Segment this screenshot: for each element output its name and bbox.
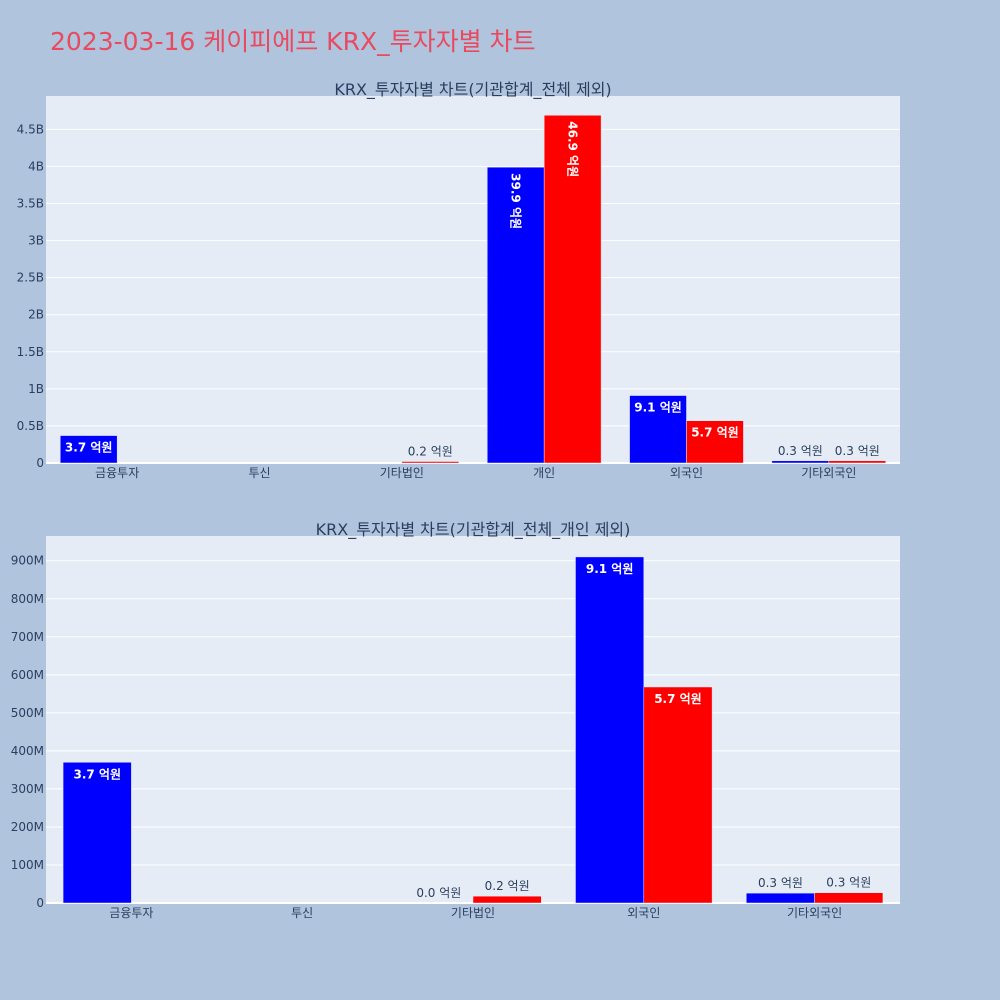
y-tick-label: 0 <box>36 456 44 470</box>
bar[interactable] <box>746 892 815 904</box>
y-tick-label: 200M <box>11 820 44 834</box>
x-tick-label: 기타외국인 <box>801 466 856 480</box>
bar[interactable] <box>828 460 887 464</box>
x-tick-label: 투신 <box>248 466 270 480</box>
bar-value-label: 0.3 억원 <box>835 444 880 458</box>
x-tick-label: 외국인 <box>670 466 703 480</box>
bar[interactable] <box>543 115 602 464</box>
bar[interactable] <box>472 895 542 904</box>
bar-value-label: 0.2 억원 <box>485 879 530 893</box>
x-tick-label: 기타법인 <box>451 906 495 920</box>
y-tick-label: 300M <box>11 782 44 796</box>
bar-value-label: 5.7 억원 <box>691 426 739 440</box>
y-tick-label: 1B <box>28 382 44 396</box>
y-tick-label: 0 <box>36 896 44 910</box>
x-tick-label: 금융투자 <box>109 906 153 920</box>
bar[interactable] <box>401 461 460 464</box>
bar[interactable] <box>686 420 744 464</box>
y-tick-label: 700M <box>11 630 44 644</box>
bar-value-label: 39.9 억원 <box>509 173 523 229</box>
plot-background <box>46 96 900 463</box>
bar[interactable] <box>629 395 687 464</box>
y-tick-label: 500M <box>11 706 44 720</box>
y-tick-label: 600M <box>11 668 44 682</box>
bar-value-label: 0.3 억원 <box>778 444 823 458</box>
y-tick-label: 1.5B <box>17 345 44 359</box>
bar-value-label: 9.1 억원 <box>634 401 682 415</box>
x-tick-label: 개인 <box>533 466 555 480</box>
y-tick-label: 2B <box>28 308 44 322</box>
plot-background <box>46 536 900 903</box>
y-tick-label: 100M <box>11 858 44 872</box>
y-tick-label: 800M <box>11 592 44 606</box>
y-tick-label: 2.5B <box>17 271 44 285</box>
bar-value-label: 0.3 억원 <box>758 876 803 890</box>
bar-value-label: 0.0 억원 <box>416 886 461 900</box>
y-tick-label: 3B <box>28 234 44 248</box>
chart-title: KRX_투자자별 차트(기관합계_전체 제외) <box>334 80 611 100</box>
bar[interactable] <box>62 762 132 904</box>
bar[interactable] <box>486 166 545 464</box>
bar-value-label: 0.3 억원 <box>826 876 871 890</box>
bar[interactable] <box>59 435 118 464</box>
bar-value-label: 5.7 억원 <box>654 692 702 706</box>
bar-value-label: 3.7 억원 <box>73 767 121 781</box>
chart-top-investor-bars: KRX_투자자별 차트(기관합계_전체 제외) 0 0.5B 1B 1.5B 2B 2.5… <box>17 80 900 480</box>
bar[interactable] <box>814 892 884 904</box>
x-tick-label: 금융투자 <box>95 466 139 480</box>
y-tick-label: 4B <box>28 159 44 173</box>
bar-value-label: 9.1 억원 <box>586 562 634 576</box>
bar[interactable] <box>575 556 645 904</box>
x-tick-label: 기타외국인 <box>787 906 842 920</box>
chart-bottom-investor-bars: KRX_투자자별 차트(기관합계_전체_개인 제외) 0 100M 200M 300M… <box>11 520 900 920</box>
y-tick-label: 4.5B <box>17 122 44 136</box>
bar-value-label: 3.7 억원 <box>65 441 113 455</box>
bar[interactable] <box>771 460 830 464</box>
page-title: 2023-03-16 케이피에프 KRX_투자자별 차트 <box>50 27 536 56</box>
chart-title: KRX_투자자별 차트(기관합계_전체_개인 제외) <box>316 520 631 540</box>
y-tick-label: 900M <box>11 554 44 568</box>
bar-value-label: 0.2 억원 <box>408 445 453 459</box>
bar[interactable] <box>643 686 713 904</box>
x-tick-label: 외국인 <box>627 906 660 920</box>
x-tick-label: 기타법인 <box>380 466 424 480</box>
y-tick-label: 3.5B <box>17 197 44 211</box>
y-tick-label: 0.5B <box>17 419 44 433</box>
x-tick-label: 투신 <box>291 906 313 920</box>
y-tick-label: 400M <box>11 744 44 758</box>
bar-value-label: 46.9 억원 <box>566 121 580 177</box>
